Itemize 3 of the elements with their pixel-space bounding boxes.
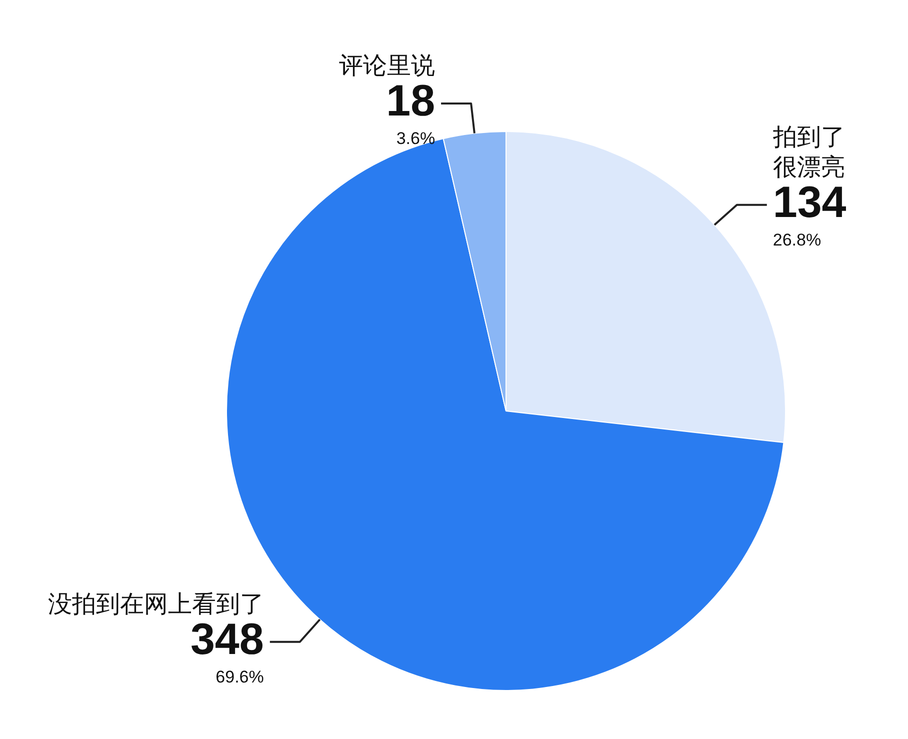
text: 3.6%: [396, 129, 436, 148]
text: 69.6%: [216, 668, 264, 687]
text: 26.8%: [772, 230, 822, 250]
